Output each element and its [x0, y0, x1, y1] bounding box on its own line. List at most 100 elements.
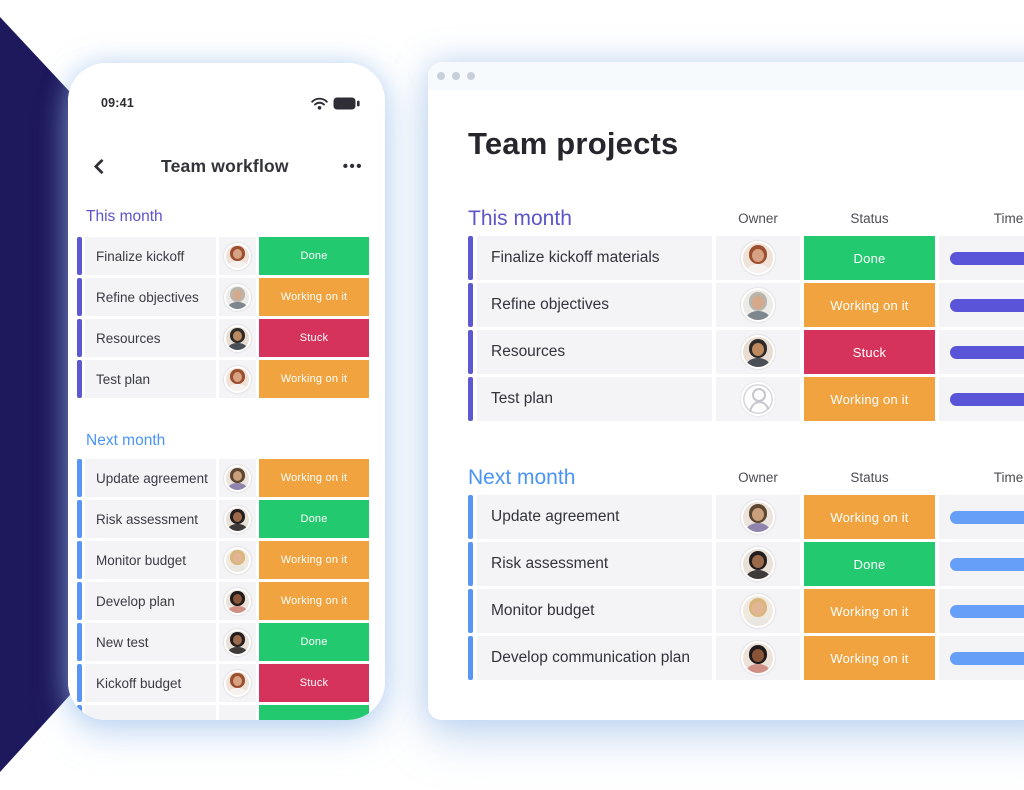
status-badge[interactable]: Working on it [804, 636, 935, 680]
status-badge[interactable] [259, 705, 369, 720]
timeline-bar[interactable] [950, 510, 1024, 524]
timeline-cell[interactable] [939, 589, 1024, 633]
status-badge[interactable]: Done [259, 237, 369, 275]
timeline-cell[interactable] [939, 542, 1024, 586]
timeline-cell[interactable] [939, 283, 1024, 327]
task-name-cell[interactable]: New test [85, 623, 216, 661]
owner-cell[interactable] [219, 664, 256, 702]
task-row[interactable]: Finalize kickoff Done [77, 237, 369, 275]
owner-cell[interactable] [716, 495, 800, 539]
timeline-cell[interactable] [939, 636, 1024, 680]
owner-cell[interactable] [219, 705, 256, 720]
task-row[interactable]: Refine objectives Working on it [468, 283, 1024, 327]
owner-cell[interactable] [716, 377, 800, 421]
owner-cell[interactable] [716, 236, 800, 280]
task-row[interactable]: Monitor budget Working on it [77, 541, 369, 579]
task-row[interactable]: Refine objectives Working on it [77, 278, 369, 316]
task-name-cell[interactable]: Risk assessment [477, 542, 712, 586]
status-badge[interactable]: Done [804, 236, 935, 280]
task-row[interactable]: Resources Stuck [77, 319, 369, 357]
task-name-cell[interactable]: Kickoff budget [85, 664, 216, 702]
task-name-cell[interactable]: Test plan [477, 377, 712, 421]
column-header-timeline: Timeline [993, 211, 1024, 226]
owner-cell[interactable] [219, 623, 256, 661]
owner-cell[interactable] [219, 237, 256, 275]
task-row[interactable]: Update agreement Working on it [468, 495, 1024, 539]
status-badge[interactable]: Working on it [804, 495, 935, 539]
task-row[interactable]: Finalize kickoff materials Done [468, 236, 1024, 280]
task-name-cell[interactable]: Finalize kickoff materials [477, 236, 712, 280]
owner-cell[interactable] [716, 283, 800, 327]
task-name-cell[interactable]: Update agreement [85, 459, 216, 497]
owner-cell[interactable] [219, 278, 256, 316]
status-badge[interactable]: Working on it [804, 589, 935, 633]
timeline-bar[interactable] [950, 557, 1024, 571]
window-control-dot[interactable] [467, 72, 475, 80]
section-title[interactable]: This month [468, 207, 572, 230]
timeline-bar[interactable] [950, 651, 1024, 665]
status-badge[interactable]: Working on it [259, 541, 369, 579]
status-badge[interactable]: Working on it [259, 582, 369, 620]
task-name-cell[interactable]: Risk assessment [85, 500, 216, 538]
task-row[interactable]: Resources Stuck [468, 330, 1024, 374]
task-name-cell[interactable] [85, 705, 216, 720]
status-badge[interactable]: Working on it [804, 283, 935, 327]
timeline-cell[interactable] [939, 377, 1024, 421]
owner-cell[interactable] [219, 319, 256, 357]
task-name-cell[interactable]: Develop communication plan [477, 636, 712, 680]
status-badge[interactable]: Stuck [804, 330, 935, 374]
window-control-dot[interactable] [437, 72, 445, 80]
owner-cell[interactable] [716, 330, 800, 374]
timeline-bar[interactable] [950, 604, 1024, 618]
task-name-cell[interactable]: Update agreement [477, 495, 712, 539]
window-control-dot[interactable] [452, 72, 460, 80]
timeline-cell[interactable] [939, 495, 1024, 539]
status-badge[interactable]: Working on it [259, 278, 369, 316]
owner-cell[interactable] [716, 542, 800, 586]
task-name-cell[interactable]: Develop plan [85, 582, 216, 620]
status-badge[interactable]: Done [259, 623, 369, 661]
status-badge[interactable]: Working on it [259, 459, 369, 497]
task-row-partial[interactable] [77, 705, 369, 720]
owner-cell[interactable] [219, 500, 256, 538]
timeline-bar[interactable] [950, 298, 1024, 312]
task-name-cell[interactable]: Resources [85, 319, 216, 357]
task-name-cell[interactable]: Refine objectives [85, 278, 216, 316]
task-row[interactable]: Risk assessment Done [468, 542, 1024, 586]
status-badge[interactable]: Done [259, 500, 369, 538]
task-row[interactable]: Risk assessment Done [77, 500, 369, 538]
task-name-cell[interactable]: Test plan [85, 360, 216, 398]
task-row[interactable]: Develop plan Working on it [77, 582, 369, 620]
timeline-cell[interactable] [939, 236, 1024, 280]
task-name-cell[interactable]: Finalize kickoff [85, 237, 216, 275]
owner-cell[interactable] [219, 459, 256, 497]
task-row[interactable]: Kickoff budget Stuck [77, 664, 369, 702]
status-badge[interactable]: Working on it [804, 377, 935, 421]
task-row[interactable]: Test plan Working on it [468, 377, 1024, 421]
timeline-bar[interactable] [950, 392, 1024, 406]
task-row[interactable]: Develop communication plan Working on it [468, 636, 1024, 680]
row-accent [77, 237, 82, 275]
timeline-bar[interactable] [950, 251, 1024, 265]
timeline-bar[interactable] [950, 345, 1024, 359]
task-name-cell[interactable]: Refine objectives [477, 283, 712, 327]
owner-cell[interactable] [219, 360, 256, 398]
task-name-cell[interactable]: Resources [477, 330, 712, 374]
ellipsis-icon[interactable]: ••• [342, 157, 363, 175]
task-row[interactable]: Update agreement Working on it [77, 459, 369, 497]
status-badge[interactable]: Stuck [259, 664, 369, 702]
owner-cell[interactable] [716, 589, 800, 633]
owner-cell[interactable] [219, 541, 256, 579]
owner-cell[interactable] [716, 636, 800, 680]
owner-cell[interactable] [219, 582, 256, 620]
section-title[interactable]: Next month [468, 466, 576, 489]
task-row[interactable]: Monitor budget Working on it [468, 589, 1024, 633]
task-name-cell[interactable]: Monitor budget [477, 589, 712, 633]
status-badge[interactable]: Done [804, 542, 935, 586]
task-name-cell[interactable]: Monitor budget [85, 541, 216, 579]
timeline-cell[interactable] [939, 330, 1024, 374]
status-badge[interactable]: Working on it [259, 360, 369, 398]
task-row[interactable]: New test Done [77, 623, 369, 661]
task-row[interactable]: Test plan Working on it [77, 360, 369, 398]
status-badge[interactable]: Stuck [259, 319, 369, 357]
